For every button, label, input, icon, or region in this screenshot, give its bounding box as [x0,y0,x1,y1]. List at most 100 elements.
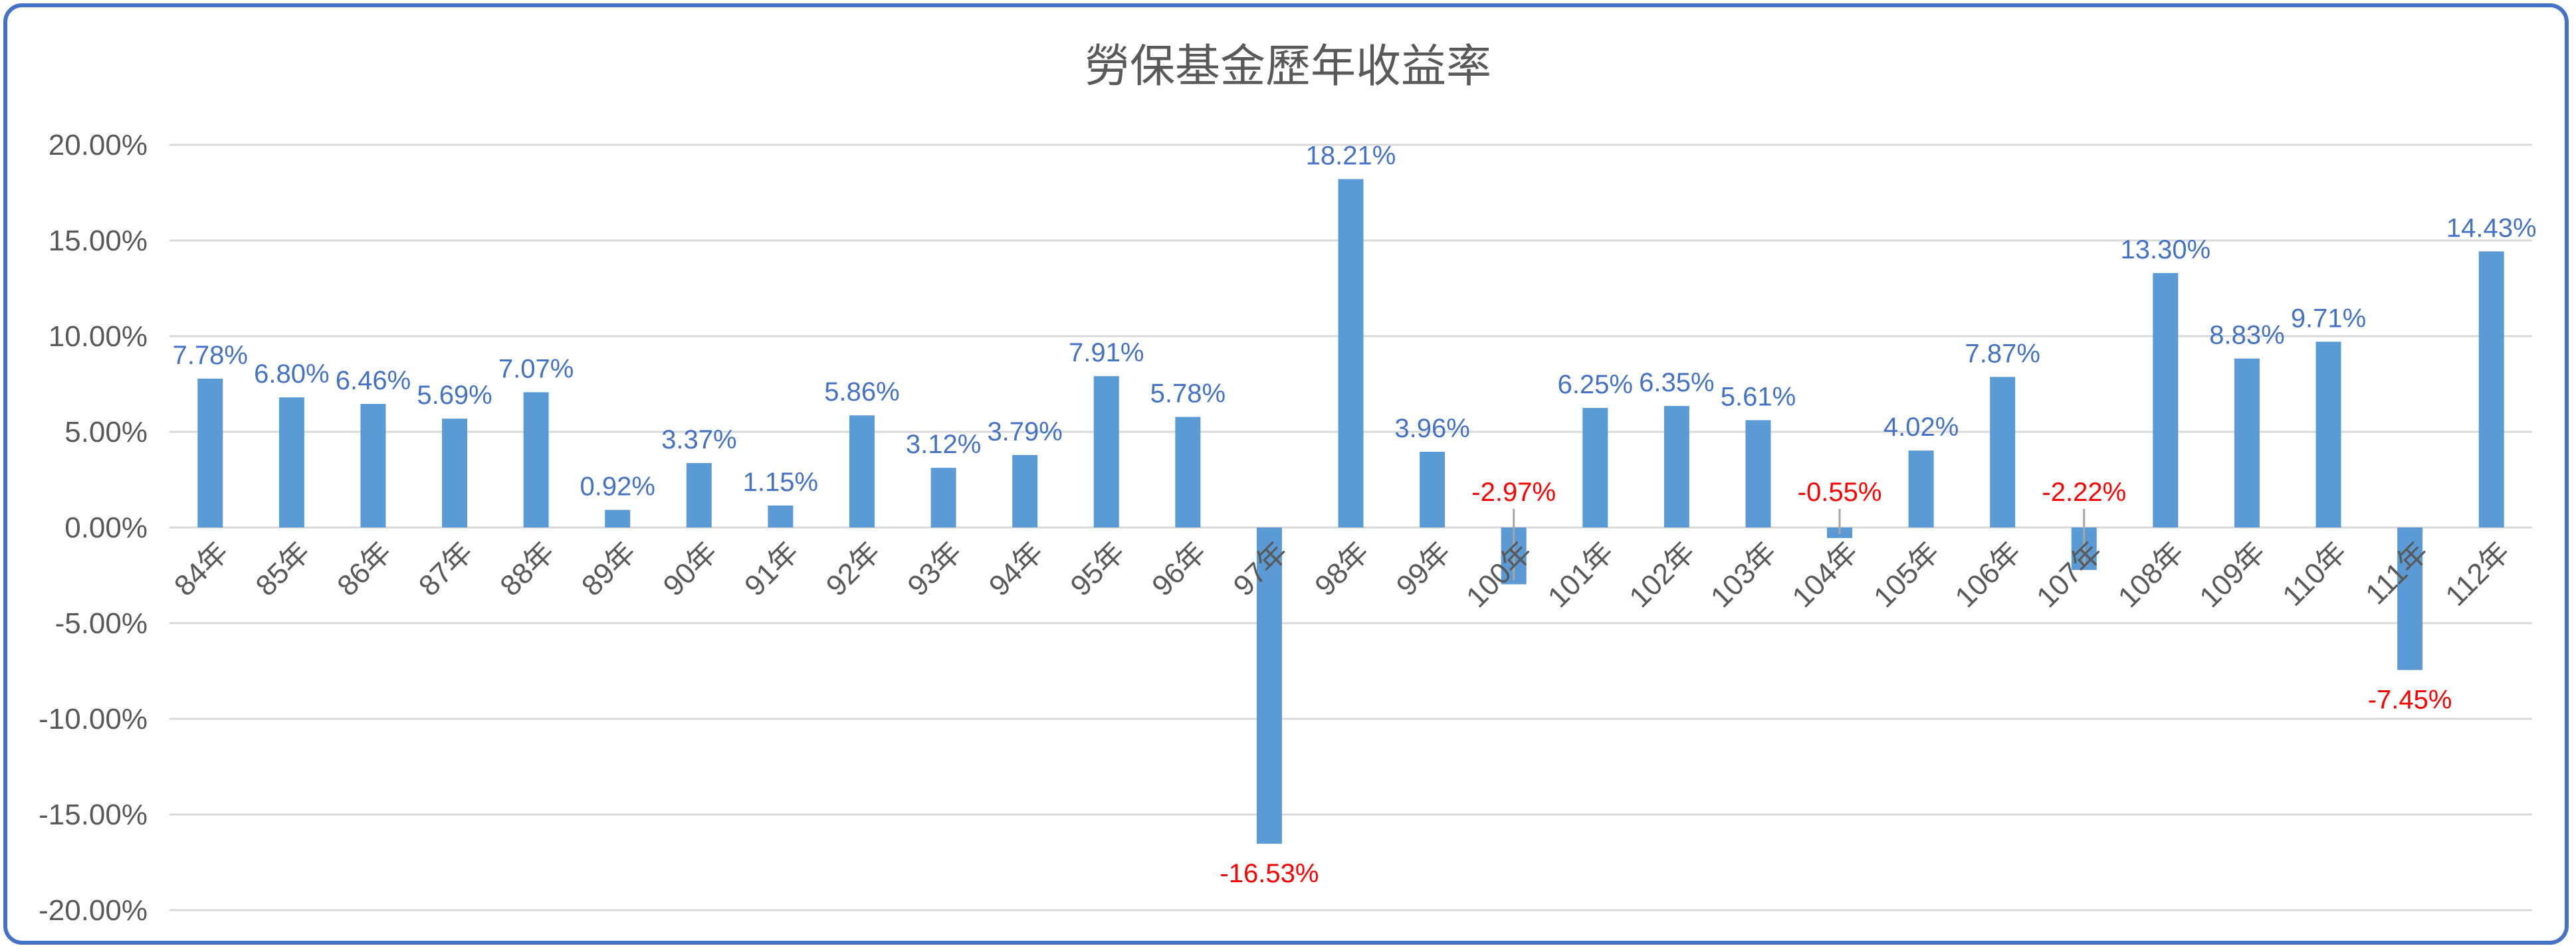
x-tick-label: 104年 [1786,535,1864,614]
bar [360,403,386,527]
bar [2234,358,2260,527]
x-tick-label: 99年 [1390,535,1457,602]
data-label: -7.45% [2368,686,2452,715]
x-tick-label: 100年 [1460,535,1539,614]
gridlines [169,143,2532,911]
leader-lines [1513,509,2086,581]
data-label: 6.25% [1558,370,1633,399]
data-label: 9.71% [2291,304,2366,333]
y-tick-label: -20.00% [39,894,148,927]
x-tick-label: 85年 [250,535,316,602]
bar [2478,251,2504,527]
bar [1745,420,1771,527]
bar [1664,406,1689,527]
x-tick-label: 87年 [413,535,479,602]
bar [768,505,794,527]
bar [523,392,549,527]
data-label: 1.15% [743,468,818,497]
data-label: 5.69% [417,381,492,410]
x-axis-ticks: 84年 85年 86年 87年 88年 89年 90年 91年 92年 93年 94年 95年 96年 9… [168,535,2516,614]
data-label: 6.46% [336,366,411,395]
data-label: -0.55% [1798,478,1882,507]
x-tick-label: 101年 [1542,535,1620,614]
y-tick-label: -10.00% [39,703,148,735]
data-label: 5.86% [824,377,899,407]
data-labels: 7.78%6.80% 6.46%5.69%7.07% 0.92%3.37%1.15%… [173,142,2537,889]
x-tick-label: 90年 [657,535,724,602]
x-tick-label: 103年 [1705,535,1783,614]
data-label: 13.30% [2121,235,2211,264]
data-label: 7.78% [173,341,248,370]
x-tick-label: 89年 [576,535,642,602]
x-tick-label: 86年 [331,535,397,602]
y-tick-label: 15.00% [49,225,148,257]
bar [197,378,223,527]
x-tick-label: 88年 [494,535,560,602]
data-label: 18.21% [1306,142,1396,171]
x-tick-label: 105年 [1868,535,1946,614]
data-label: -2.97% [1471,478,1556,507]
chart-frame [3,3,2569,945]
y-axis-ticks: 20.00% 15.00% 10.00% 5.00% 0.00% -5.00% -10.00… [39,129,148,927]
bar [1582,408,1608,527]
x-tick-label: 95年 [1064,535,1130,602]
bar [1338,179,1364,527]
bar [278,397,304,527]
data-label: 6.35% [1639,368,1714,397]
data-label: 7.87% [1965,339,2040,368]
bar [1908,450,1934,527]
chart-title: 勞保基金歷年收益率 [1085,41,1491,93]
bar [686,462,712,527]
y-tick-label: 10.00% [49,320,148,353]
x-tick-label: 93年 [901,535,968,602]
bar [2397,527,2423,670]
y-tick-label: -5.00% [55,607,148,640]
data-label: 14.43% [2446,213,2537,242]
bar [605,510,631,527]
bar [2315,341,2341,527]
y-tick-label: -15.00% [39,799,148,831]
x-tick-label: 110年 [2276,535,2353,612]
bar [849,415,875,527]
data-label: -16.53% [1220,859,1319,888]
x-tick-label: 112年 [2439,535,2516,612]
bar [2153,272,2179,527]
data-label: 3.37% [661,425,736,454]
data-label: 7.91% [1069,338,1144,367]
data-label: 5.61% [1721,382,1796,411]
x-tick-label: 92年 [820,535,887,602]
data-label: 3.12% [906,430,981,459]
x-tick-label: 109年 [2193,535,2272,614]
bar [1012,454,1038,527]
x-tick-label: 91年 [738,535,805,602]
y-tick-label: 0.00% [64,512,148,544]
x-tick-label: 96年 [1146,535,1212,602]
bars [197,179,2504,844]
data-label: 7.07% [498,354,574,383]
bar [930,468,956,527]
data-label: 4.02% [1883,413,1959,442]
data-label: -2.22% [2042,478,2126,507]
data-label: 6.80% [254,359,329,389]
bar [1093,376,1119,527]
data-label: 5.78% [1150,379,1226,409]
bar [1175,417,1201,527]
x-tick-label: 102年 [1623,535,1701,614]
data-label: 8.83% [2209,321,2284,350]
y-tick-label: 5.00% [64,416,148,448]
data-label: 3.96% [1394,414,1469,443]
bar [1256,527,1282,844]
data-label: 3.79% [987,417,1062,446]
x-tick-label: 98年 [1309,535,1375,602]
x-tick-label: 108年 [2112,535,2191,614]
x-tick-label: 107年 [2030,535,2109,614]
y-tick-label: 20.00% [49,129,148,161]
bar [1420,451,1446,527]
x-tick-label: 94年 [983,535,1049,602]
x-tick-label: 106年 [1949,535,2028,614]
x-tick-label: 111年 [2359,535,2434,611]
bar [1990,377,2016,527]
x-tick-label: 84年 [168,535,235,602]
bar [442,419,468,527]
